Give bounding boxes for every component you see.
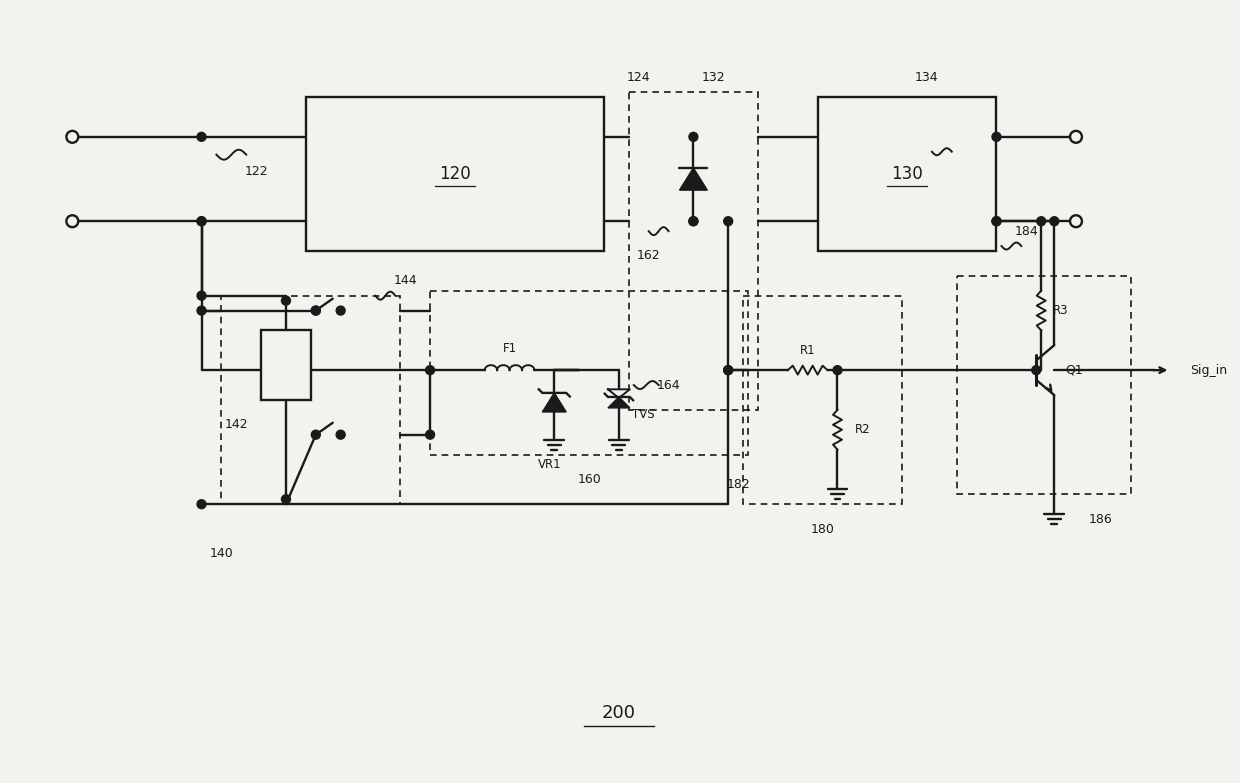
Circle shape: [197, 500, 206, 509]
Circle shape: [336, 430, 345, 439]
Circle shape: [425, 366, 434, 374]
Text: 180: 180: [811, 522, 835, 536]
Bar: [957, 276, 1131, 494]
Bar: [817, 97, 997, 251]
Circle shape: [67, 215, 78, 227]
Text: 164: 164: [657, 378, 681, 392]
Text: 200: 200: [601, 704, 636, 722]
Text: 162: 162: [637, 250, 661, 262]
Circle shape: [1070, 131, 1083, 143]
Polygon shape: [542, 393, 567, 412]
Text: 144: 144: [393, 274, 417, 287]
Circle shape: [336, 306, 345, 315]
Text: 186: 186: [1089, 513, 1112, 525]
Text: F1: F1: [502, 342, 517, 355]
Text: 182: 182: [727, 478, 750, 491]
Circle shape: [311, 430, 320, 439]
Bar: [430, 290, 748, 455]
Text: 122: 122: [244, 165, 268, 178]
Circle shape: [67, 131, 78, 143]
Circle shape: [425, 430, 434, 439]
Text: 134: 134: [915, 70, 939, 84]
Circle shape: [1070, 215, 1083, 227]
Circle shape: [724, 217, 733, 226]
Text: 140: 140: [210, 547, 233, 561]
Text: 130: 130: [892, 165, 923, 183]
Circle shape: [689, 217, 698, 226]
Polygon shape: [680, 168, 707, 190]
Text: VR1: VR1: [537, 458, 562, 471]
Polygon shape: [608, 397, 630, 408]
Circle shape: [724, 366, 733, 374]
Circle shape: [689, 217, 698, 226]
Text: R2: R2: [854, 424, 870, 436]
Text: R3: R3: [1053, 304, 1069, 317]
Text: R1: R1: [800, 344, 816, 357]
Text: Sig_in: Sig_in: [1190, 363, 1228, 377]
Text: 124: 124: [627, 70, 651, 84]
Circle shape: [281, 296, 290, 305]
Text: TVS: TVS: [632, 408, 655, 421]
Text: 120: 120: [439, 165, 471, 183]
Circle shape: [197, 306, 206, 315]
Text: 142: 142: [224, 418, 248, 431]
Text: 184: 184: [1014, 225, 1038, 238]
Text: 160: 160: [577, 473, 601, 486]
Circle shape: [992, 132, 1001, 141]
Bar: [629, 92, 758, 410]
Circle shape: [1050, 217, 1059, 226]
Circle shape: [197, 291, 206, 300]
Bar: [222, 296, 401, 504]
Bar: [306, 97, 604, 251]
Circle shape: [992, 217, 1001, 226]
Circle shape: [311, 306, 320, 315]
Circle shape: [197, 217, 206, 226]
Circle shape: [311, 306, 320, 315]
Circle shape: [724, 366, 733, 374]
Circle shape: [1037, 217, 1045, 226]
Circle shape: [197, 217, 206, 226]
Text: Q1: Q1: [1065, 363, 1083, 377]
Circle shape: [992, 217, 1001, 226]
Circle shape: [689, 132, 698, 141]
Circle shape: [833, 366, 842, 374]
Text: 132: 132: [702, 70, 725, 84]
Bar: [743, 296, 901, 504]
Circle shape: [197, 132, 206, 141]
Circle shape: [1032, 366, 1040, 374]
Circle shape: [281, 495, 290, 503]
Bar: [262, 330, 311, 400]
